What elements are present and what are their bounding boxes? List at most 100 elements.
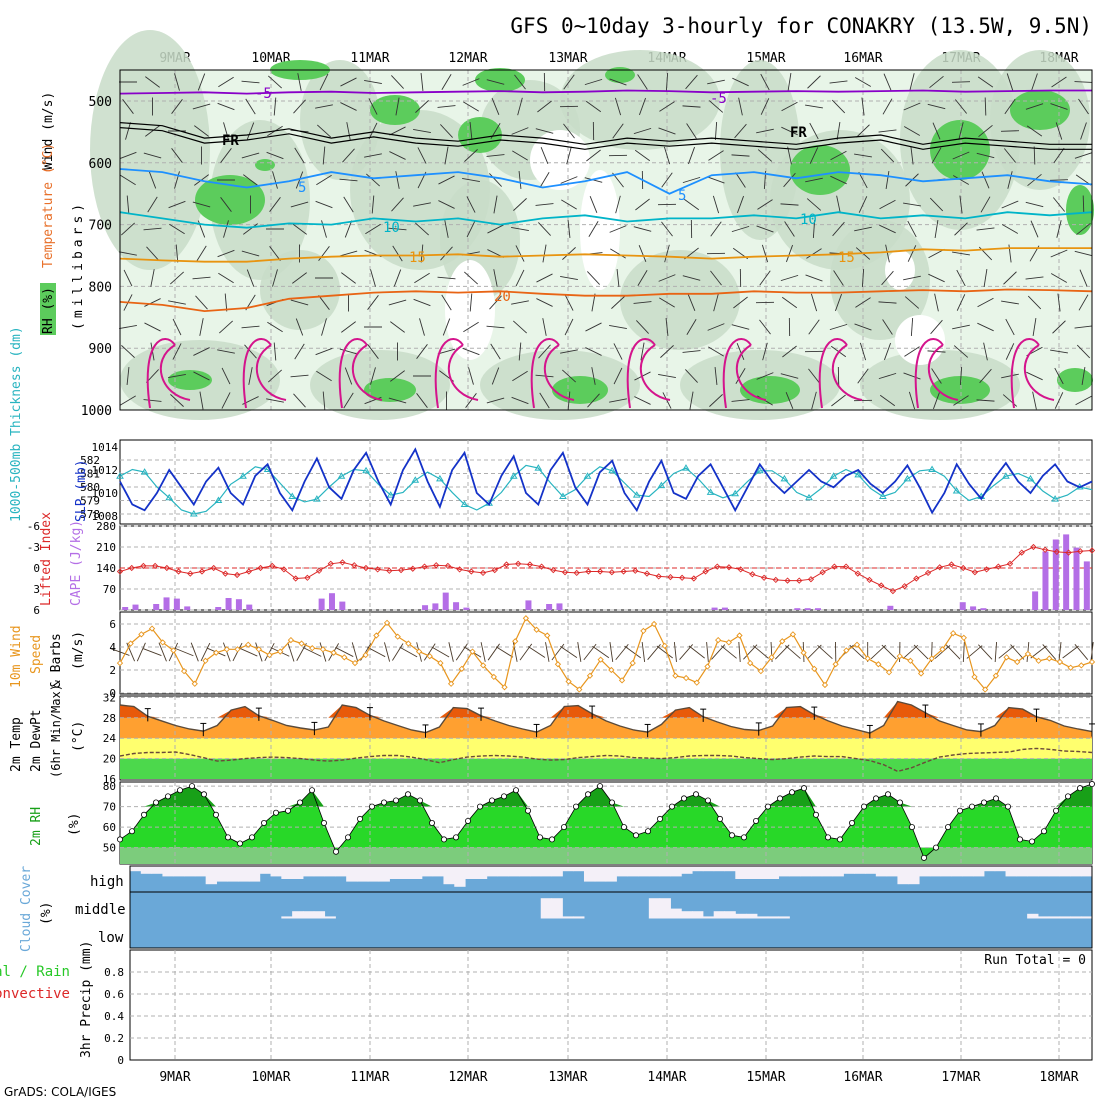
thickness-tick: 578 [80,508,100,521]
wind-barb [221,367,231,385]
rh-mid-blob [90,30,210,270]
cloud-middle-gap [735,913,747,919]
wind-speed-marker [832,661,839,668]
lifted-marker [796,577,803,584]
lifted-marker [140,562,147,570]
wind-speed-marker [811,665,818,672]
temp-band-yellow [120,738,1092,759]
surface-wind-barb [962,641,965,663]
wind-barb [637,270,648,286]
lifted-index-panel: -6 -3 0 3 6 280 210 140 70 Lifted Index CAPE (J/… [27,512,1096,617]
wind10m-panel: 6 4 2 0 10m Wind Speed & Barbs (m/s) [9,611,1096,700]
wind-speed-marker [618,677,626,684]
wind-barb [126,367,130,385]
wind-barb [416,393,428,408]
rh-marker [416,797,423,804]
lifted-marker [315,567,323,574]
lifted-marker [971,569,979,576]
wind-barb [1074,152,1093,159]
contour-label: 15 [409,250,426,266]
wind-speed-marker [351,659,359,667]
wind-grid [120,612,1092,694]
surface-wind-barb [303,647,322,657]
rh-marker [1089,781,1096,788]
wind-speed-marker [939,646,946,653]
rh-marker [945,824,952,831]
rh-marker [909,824,916,831]
wind-barb [1005,343,1015,360]
contour-label: 10 [383,220,400,236]
wind-barb [321,220,327,238]
cape-bar [804,608,811,610]
wind-barb [954,222,968,236]
slp-grid [120,440,1092,524]
wind-barb [882,319,893,335]
wind-barb [1049,179,1069,181]
cloud-high-gap [800,866,812,877]
lifted-marker [995,563,1002,570]
thickness-marker [362,466,370,474]
wind-barb [493,269,498,287]
cape-bar [887,605,894,610]
thickness-tick: 581 [80,468,100,481]
wind-barb [512,150,528,161]
wind-barb [714,367,718,385]
wind-barb [414,272,430,284]
wind-speed-marker [287,636,295,644]
lifted-marker [456,566,463,573]
rh-marker [392,797,399,804]
cloud-high-gap [605,866,617,882]
wind-barb [927,103,946,110]
surface-wind-barb [817,644,833,660]
wind-barb [462,177,480,183]
surface-wind-barb [913,644,929,660]
surface-wind-barb [785,645,801,659]
rh-grid [120,782,1092,864]
wind-speed-marker [1046,655,1053,662]
rh-marker [476,803,483,810]
ylabel-2m-dewpt: 2m DewPt [29,709,44,772]
wind-barb [787,73,792,91]
wind-barb [735,172,746,188]
cloud-high-gap [735,866,747,879]
rh-marker [428,820,435,827]
lifted-marker [632,567,639,574]
wind-barb [388,227,407,231]
cloud-high-gap [529,866,542,877]
wind-barb [1003,271,1017,285]
wind-barb [662,392,672,409]
wind-speed-marker [736,632,743,639]
rh-marker [741,834,748,841]
surface-wind-barb [287,642,295,662]
wind-barb [856,124,870,138]
wind-tick: 2 [109,664,116,677]
wind-barb [464,149,478,162]
chart-title: GFS 0~10day 3-hourly for CONAKRY (13.5W,… [510,14,1092,38]
lifted-marker [187,570,194,577]
wind-barb [245,98,256,115]
wind-barb [542,318,547,336]
wind-barb [511,127,529,135]
wind-barb [221,392,231,409]
wind-barb [682,176,701,184]
rh2m-panel: 80 70 60 50 2m RH (%) [29,780,1096,865]
wind-barb [512,370,528,382]
lifted-marker [222,570,229,577]
wind-speed-line [119,617,1093,691]
cloud-middle-gap [681,911,693,919]
wind-barb [1002,394,1018,407]
lifted-marker [667,573,674,581]
wind-barb [661,172,673,188]
rh-marker [368,803,375,810]
wind-barb [781,101,798,112]
rh-marker [260,820,267,827]
wind-barb [1006,73,1014,91]
surface-wind-barb [1074,644,1089,660]
wind-barb [586,149,601,162]
cape-bar [959,602,966,610]
wind-barb [120,174,136,186]
wind-speed-marker [586,672,594,679]
thickness-marker [559,492,567,499]
wind-barb [756,128,774,134]
contour-label: 5 [298,180,306,196]
